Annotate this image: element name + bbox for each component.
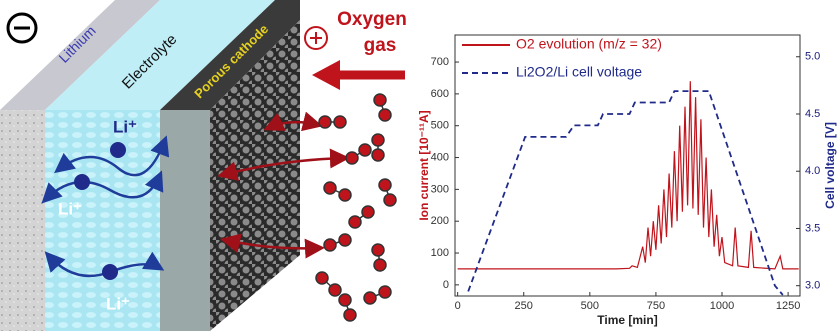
y2-tick-label: 4.5 [805, 108, 820, 120]
x-axis-label: Time [min] [597, 313, 657, 327]
y2-axis-label: Cell voltage [V] [823, 122, 837, 209]
series-line [458, 81, 799, 269]
y-tick-label: 200 [431, 215, 449, 227]
figure: Lithium Electrolyte Porous cathode Oxyge… [0, 0, 840, 331]
ion-label: Li⁺ [113, 117, 137, 136]
ion [102, 264, 118, 280]
ion-label: Li⁺ [106, 294, 130, 313]
y-tick-label: 500 [431, 120, 449, 132]
oxygen-label: Oxygen [337, 9, 407, 30]
y-tick-label: 300 [431, 183, 449, 195]
cathode-front [160, 110, 210, 331]
legend-label: Li2O2/Li cell voltage [516, 64, 642, 80]
y2-tick-label: 5.0 [805, 51, 820, 63]
gas-label: gas [364, 35, 397, 56]
y-tick-label: 600 [431, 88, 449, 100]
y2-tick-label: 3.0 [805, 280, 820, 292]
y-tick-label: 700 [431, 56, 449, 68]
ion [110, 142, 126, 158]
ion-label: Li⁺ [58, 199, 82, 218]
chart: 0 250 500 750 1000 1250 0 100 200 300 400 500 600 700… [417, 35, 837, 327]
x-tick-label: 1250 [776, 300, 800, 312]
ion [74, 174, 90, 190]
x-tick-label: 750 [647, 300, 665, 312]
legend-label: O2 evolution (m/z = 32) [516, 36, 662, 52]
y-axis-label: Ion current [10⁻¹¹A] [417, 110, 431, 220]
y-tick-label: 0 [443, 279, 449, 291]
x-tick-label: 1000 [710, 300, 734, 312]
y2-tick-label: 4.0 [805, 165, 820, 177]
y-tick-label: 100 [431, 247, 449, 259]
y2-tick-label: 3.5 [805, 222, 820, 234]
lithium-block [0, 110, 45, 331]
y-tick-label: 400 [431, 151, 449, 163]
x-tick-label: 0 [455, 300, 461, 312]
x-tick-label: 500 [581, 300, 599, 312]
series-line [468, 91, 783, 295]
oxygen-arrowhead [312, 60, 340, 90]
oxygen-molecules [316, 94, 396, 321]
battery-diagram: Lithium Electrolyte Porous cathode Oxyge… [0, 0, 407, 331]
x-tick-label: 250 [515, 300, 533, 312]
